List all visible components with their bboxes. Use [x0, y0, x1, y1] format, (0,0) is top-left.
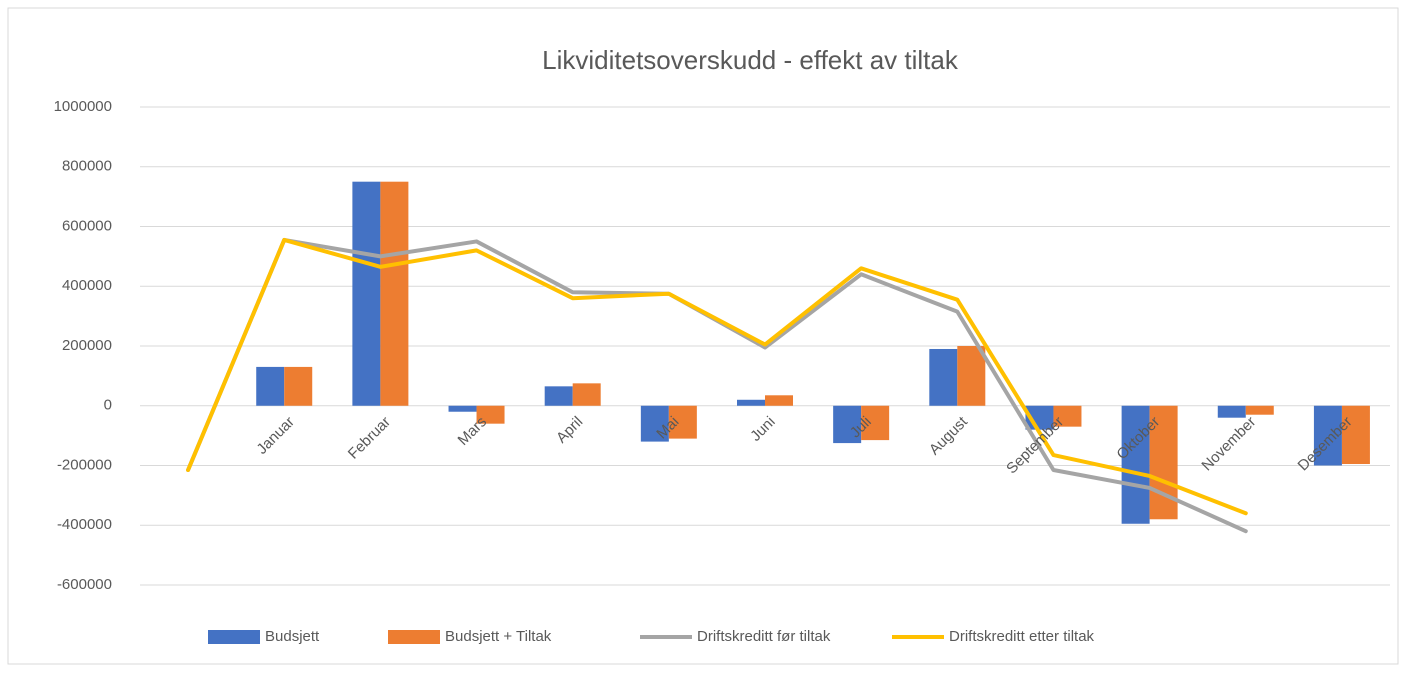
bar	[737, 399, 765, 406]
chart-title: Likviditetsoverskudd - effekt av tiltak	[542, 45, 959, 75]
y-tick-label: 1000000	[54, 98, 112, 115]
y-tick-label: 600000	[62, 217, 112, 234]
bar	[1341, 405, 1370, 465]
legend-swatch	[208, 630, 260, 644]
bar	[1313, 405, 1342, 466]
legend-label: Driftskreditt før tiltak	[697, 628, 831, 645]
line	[186, 237, 1248, 516]
legend-label: Budsjett	[265, 628, 320, 645]
legend-label: Driftskreditt etter tiltak	[949, 628, 1095, 645]
bar	[1053, 405, 1082, 427]
bar	[957, 346, 986, 406]
bar	[448, 405, 477, 412]
bar	[352, 181, 381, 406]
bar	[861, 405, 890, 441]
bar	[544, 386, 573, 406]
bar	[380, 181, 409, 406]
y-tick-label: 0	[104, 397, 112, 414]
y-tick-label: 200000	[62, 337, 112, 354]
bar	[765, 395, 793, 406]
bar	[476, 405, 505, 424]
bar	[640, 405, 669, 442]
legend-label: Budsjett + Tiltak	[445, 628, 552, 645]
bar	[668, 405, 697, 439]
bar	[1245, 405, 1274, 415]
chart-border	[7, 7, 1399, 665]
y-tick-label: -600000	[57, 576, 112, 593]
legend-swatch	[388, 630, 440, 644]
y-tick-label: 800000	[62, 158, 112, 175]
bar	[1121, 405, 1150, 524]
bar	[572, 383, 601, 406]
bar	[256, 366, 285, 406]
bar	[929, 348, 958, 406]
y-tick-label: -400000	[57, 516, 112, 533]
bar	[1217, 405, 1246, 418]
y-tick-label: -200000	[57, 456, 112, 473]
bar	[833, 405, 862, 444]
bar	[284, 366, 313, 406]
y-tick-label: 400000	[62, 277, 112, 294]
